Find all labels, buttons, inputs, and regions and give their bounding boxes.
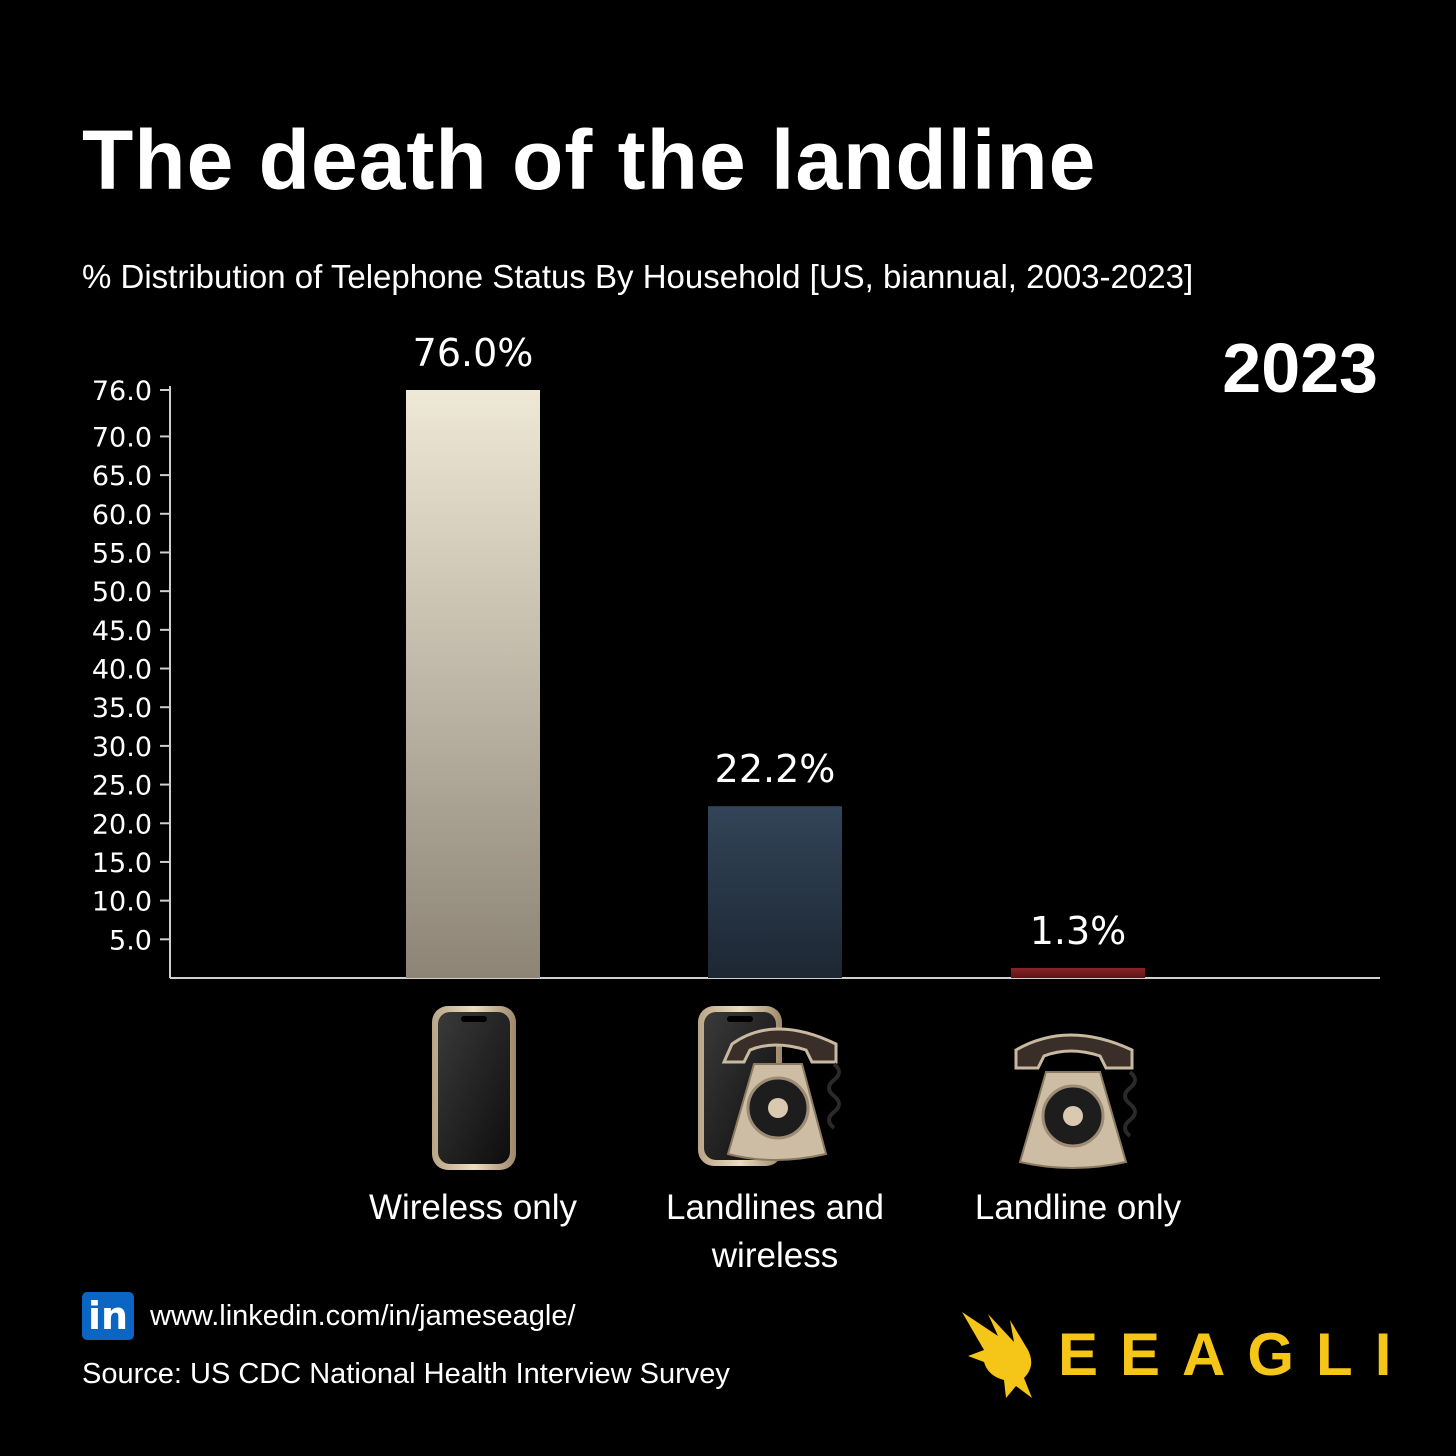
y-tick-label: 10.0 (92, 887, 152, 918)
eagle-icon (962, 1312, 1032, 1398)
bar-1 (708, 806, 842, 978)
rotary-phone-icon (1014, 1033, 1137, 1169)
y-tick-label: 70.0 (92, 422, 152, 453)
year-label: 2023 (1222, 329, 1378, 407)
y-tick-label: 30.0 (92, 732, 152, 763)
category-label-line: Wireless only (368, 1188, 578, 1227)
page-title: The death of the landline (82, 113, 1097, 207)
category-label-line: Landlines and (666, 1188, 884, 1227)
data-label: 1.3% (1030, 909, 1127, 953)
category-label-line: Landline only (974, 1188, 1182, 1227)
data-label: 22.2% (715, 747, 836, 791)
category-label: Landlines and wireless (625, 1184, 925, 1280)
bar-2 (1011, 967, 1145, 978)
y-tick-label: 40.0 (92, 655, 152, 686)
smartphone-and-rotary-phone-icon (698, 1006, 841, 1166)
y-tick-label: 15.0 (92, 848, 152, 879)
y-tick-label: 76.0 (92, 376, 152, 407)
linkedin-icon: in (82, 1292, 134, 1340)
y-tick-label: 65.0 (92, 461, 152, 492)
y-tick-label: 60.0 (92, 500, 152, 531)
linkedin-credit: in www.linkedin.com/in/jameseagle/ (82, 1292, 576, 1340)
y-tick-label: 45.0 (92, 616, 152, 647)
y-tick-label: 35.0 (92, 693, 152, 724)
category-label: Landline only (928, 1184, 1228, 1232)
brand-name: EEAGLI (1058, 1320, 1414, 1388)
category-label: Wireless only (323, 1184, 623, 1232)
bar-chart: 5.0 10.0 15.0 20.0 25.0 30.0 35.0 40.0 45.0 50.0 5… (92, 331, 1380, 979)
source-note: Source: US CDC National Health Interview… (82, 1358, 730, 1390)
linkedin-url[interactable]: www.linkedin.com/in/jameseagle/ (150, 1299, 576, 1332)
chart-subtitle: % Distribution of Telephone Status By Ho… (82, 258, 1194, 295)
y-tick-label: 55.0 (92, 538, 152, 569)
bar-0 (406, 390, 540, 978)
data-label: 76.0% (413, 331, 534, 375)
brand-logo: EEAGLI (958, 1306, 1413, 1402)
y-tick-label: 25.0 (92, 771, 152, 802)
y-tick-label: 50.0 (92, 577, 152, 608)
smartphone-icon (432, 1006, 516, 1170)
category-label-line: wireless (711, 1236, 839, 1275)
y-tick-label: 5.0 (109, 925, 152, 956)
y-tick-label: 20.0 (92, 809, 152, 840)
